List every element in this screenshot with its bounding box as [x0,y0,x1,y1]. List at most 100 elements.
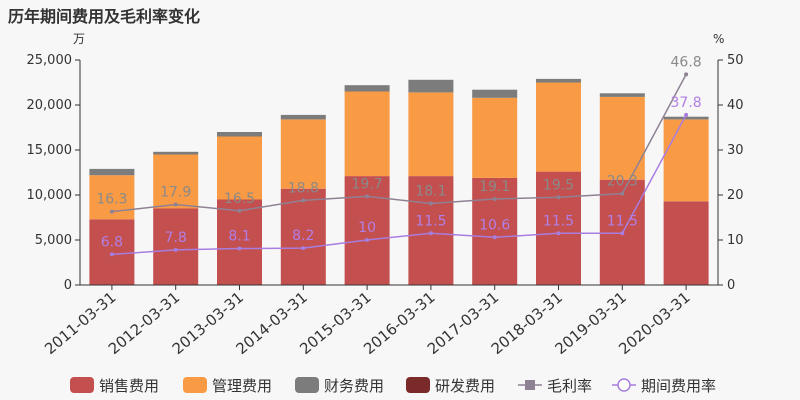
data-label-1-4: 10 [358,220,376,236]
line-series-0 [111,74,687,213]
line-point-0-4 [365,194,370,199]
data-label-1-2: 8.1 [228,229,250,245]
bar-1-6 [472,97,518,178]
y-right-unit: % [713,32,724,46]
legend-swatch-3 [406,377,430,393]
y-left-tick-label: 10,000 [27,188,73,203]
line-point-0-1 [173,202,178,207]
legend-label-3: 研发费用 [435,377,495,395]
bar-2-3 [280,114,326,120]
data-label-1-5: 11.5 [415,213,446,229]
line-point-1-5 [428,231,433,236]
line-point-1-1 [173,247,178,252]
data-label-0-4: 19.7 [352,176,383,192]
bar-2-1 [153,151,199,155]
y-left-tick-label: 5,000 [35,233,72,248]
line-point-0-9 [684,72,689,77]
bar-1-4 [344,91,390,177]
y-right-tick-label: 50 [727,53,744,68]
bar-0-4 [344,176,390,285]
y-left-unit: 万 [73,32,85,46]
line-point-1-0 [109,252,114,257]
data-label-1-8: 11.5 [607,213,638,229]
y-right-tick-label: 10 [727,233,744,248]
bar-0-9 [663,201,709,285]
line-point-1-7 [556,231,561,236]
line-point-1-2 [237,246,242,251]
legend-label-1: 管理费用 [212,377,272,395]
legend-label-0: 销售费用 [99,377,159,395]
y-right-tick-label: 40 [727,98,744,113]
line-point-1-8 [620,231,625,236]
bar-2-9 [663,116,709,120]
line-point-1-3 [301,246,306,251]
data-label-1-1: 7.8 [165,230,187,246]
data-label-1-7: 11.5 [543,213,574,229]
data-label-0-7: 19.5 [543,177,574,193]
bar-1-7 [536,82,581,172]
y-left-tick-label: 15,000 [27,143,73,158]
line-point-0-7 [556,195,561,200]
bar-0-2 [217,199,262,285]
data-label-0-0: 16.3 [96,192,127,208]
legend-label-2: 财务费用 [324,377,384,395]
line-point-0-8 [620,191,625,196]
line-point-1-9 [684,112,689,117]
bar-1-5 [408,92,454,177]
chart-title: 历年期间费用及毛利率变化 [8,7,201,26]
data-label-0-2: 16.5 [224,191,255,207]
data-label-0-5: 18.1 [415,184,446,200]
data-label-1-9: 37.8 [671,95,702,111]
legend-swatch-2 [295,377,319,393]
data-label-0-9: 46.8 [671,54,702,70]
y-left-tick-label: 25,000 [27,53,73,68]
line-point-0-2 [237,208,242,213]
line-point-0-5 [428,201,433,206]
legend-label-line-0: 毛利率 [547,377,592,395]
legend-swatch-1 [183,377,207,393]
bar-1-2 [217,136,262,200]
data-label-0-3: 18.8 [288,180,319,196]
bar-2-2 [217,132,262,137]
bar-1-3 [280,119,326,189]
y-right-tick-label: 20 [727,188,744,203]
bar-1-8 [599,96,645,180]
line-point-1-4 [365,238,370,242]
line-point-0-0 [109,209,114,214]
bar-2-6 [472,89,518,98]
bar-0-0 [89,219,135,285]
bar-1-1 [153,154,199,209]
data-label-0-8: 20.3 [607,174,638,190]
bar-2-4 [344,85,390,92]
legend: 销售费用 管理费用 财务费用 研发费用 毛利率 期间费用率 [70,377,716,395]
data-label-1-3: 8.2 [292,228,314,244]
data-label-0-1: 17.9 [160,184,191,200]
line-point-0-3 [301,198,306,203]
y-right-tick-label: 0 [727,278,735,293]
bar-0-6 [472,177,518,285]
bar-0-7 [536,171,581,285]
y-left-tick-label: 0 [64,278,72,293]
bar-2-7 [536,78,581,83]
legend-marker-0 [525,380,535,390]
bar-layer [89,78,709,285]
data-label-1-0: 6.8 [101,234,123,250]
line-point-0-6 [492,197,497,202]
line-layer: 16.3 17.9 16.5 18.8 19.7 18.1 19.1 19.5 20.3 46.8… [96,54,702,257]
bar-2-0 [89,168,135,176]
y-right-tick-label: 30 [727,143,744,158]
legend-marker-1 [617,378,631,392]
legend-swatch-0 [70,377,94,393]
line-point-1-6 [492,235,497,240]
data-label-0-6: 19.1 [479,179,510,195]
bar-1-9 [663,119,709,202]
bar-2-8 [599,93,645,97]
bar-2-5 [408,79,454,93]
bar-0-1 [153,208,199,285]
bar-0-5 [408,176,454,285]
data-label-1-6: 10.6 [479,217,510,233]
bar-0-3 [280,188,326,285]
y-left-tick-label: 20,000 [27,98,73,113]
